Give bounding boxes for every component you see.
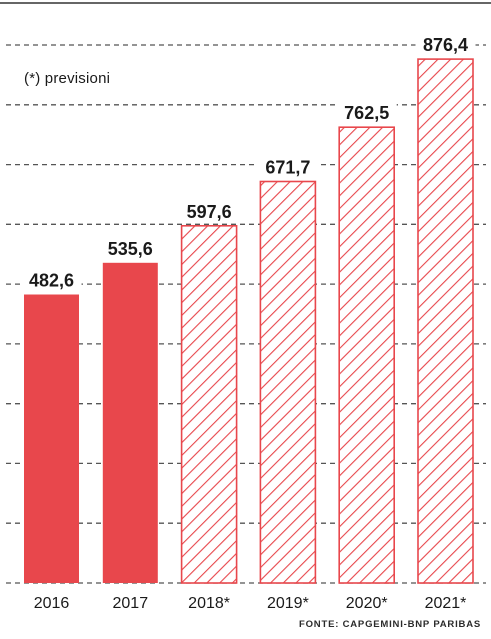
- value-label-backing: [415, 34, 476, 57]
- value-label-backing: [257, 156, 318, 179]
- value-label-backing: [336, 102, 397, 125]
- x-tick-labels: 2016 2017 2018* 2019* 2020* 2021*: [34, 595, 467, 612]
- value-label-backing: [100, 237, 161, 260]
- value-label: 876,4: [423, 35, 468, 55]
- forecast-note: (*) previsioni: [24, 70, 111, 87]
- bar-actual: [24, 294, 79, 583]
- value-label: 482,6: [29, 271, 74, 291]
- bars: [24, 58, 474, 584]
- x-tick-label: 2018*: [188, 595, 230, 612]
- value-label: 762,5: [344, 103, 389, 123]
- value-label: 535,6: [108, 239, 153, 259]
- value-label-backing: [179, 200, 240, 223]
- x-tick-label: 2016: [34, 595, 70, 612]
- bar-forecast: [417, 58, 474, 584]
- source-credit: FONTE: CAPGEMINI-BNP PARIBAS: [299, 619, 481, 630]
- x-tick-label: 2021*: [425, 595, 467, 612]
- x-tick-label: 2017: [113, 595, 149, 612]
- grid-lines: [6, 44, 486, 584]
- bar-forecast: [338, 126, 396, 584]
- value-label: 671,7: [265, 158, 310, 178]
- value-label: 597,6: [187, 202, 232, 222]
- x-tick-label: 2020*: [346, 595, 388, 612]
- x-tick-label: 2019*: [267, 595, 309, 612]
- bar-forecast: [259, 180, 317, 584]
- bar-actual: [102, 262, 158, 583]
- bar-forecast: [180, 225, 238, 584]
- value-labels: 482,6 535,6 597,6 671,7 762,5 876,4: [21, 34, 476, 292]
- value-label-backing: [21, 269, 82, 292]
